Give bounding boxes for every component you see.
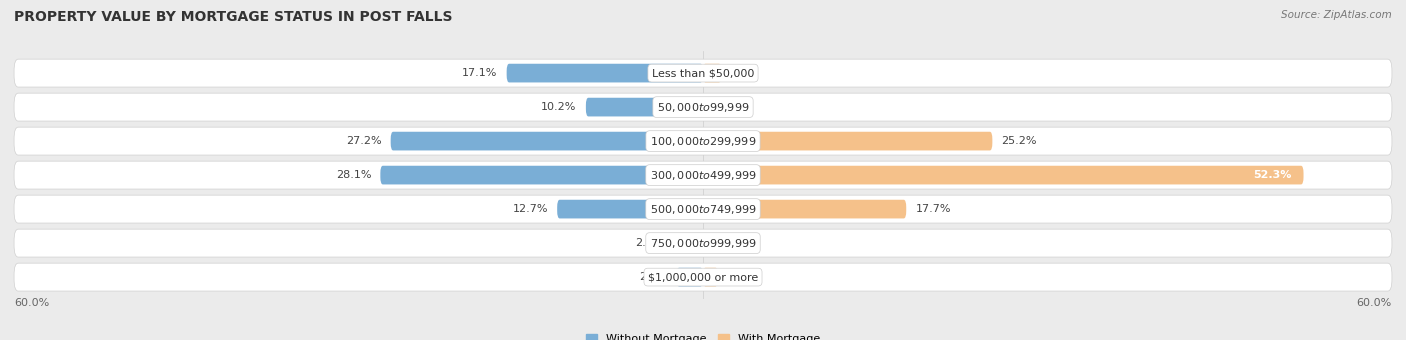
Text: 17.7%: 17.7% — [915, 204, 950, 214]
FancyBboxPatch shape — [557, 200, 703, 219]
Text: 12.7%: 12.7% — [513, 204, 548, 214]
Text: Source: ZipAtlas.com: Source: ZipAtlas.com — [1281, 10, 1392, 20]
Text: 1.3%: 1.3% — [727, 272, 755, 282]
Text: 27.2%: 27.2% — [346, 136, 381, 146]
FancyBboxPatch shape — [703, 98, 709, 116]
Text: 17.1%: 17.1% — [463, 68, 498, 78]
FancyBboxPatch shape — [676, 268, 703, 286]
FancyBboxPatch shape — [381, 166, 703, 185]
Text: PROPERTY VALUE BY MORTGAGE STATUS IN POST FALLS: PROPERTY VALUE BY MORTGAGE STATUS IN POS… — [14, 10, 453, 24]
Text: 52.3%: 52.3% — [1254, 170, 1292, 180]
Text: $100,000 to $299,999: $100,000 to $299,999 — [650, 135, 756, 148]
Text: 0.5%: 0.5% — [718, 102, 747, 112]
FancyBboxPatch shape — [14, 127, 1392, 155]
Text: $1,000,000 or more: $1,000,000 or more — [648, 272, 758, 282]
Text: 2.3%: 2.3% — [640, 272, 668, 282]
FancyBboxPatch shape — [14, 263, 1392, 291]
FancyBboxPatch shape — [14, 93, 1392, 121]
FancyBboxPatch shape — [703, 132, 993, 151]
Text: 2.6%: 2.6% — [636, 238, 664, 248]
FancyBboxPatch shape — [703, 234, 720, 252]
Text: 25.2%: 25.2% — [1001, 136, 1038, 146]
FancyBboxPatch shape — [673, 234, 703, 252]
Text: 10.2%: 10.2% — [541, 102, 576, 112]
FancyBboxPatch shape — [506, 64, 703, 83]
FancyBboxPatch shape — [586, 98, 703, 116]
FancyBboxPatch shape — [14, 195, 1392, 223]
Text: 1.6%: 1.6% — [731, 68, 759, 78]
Text: $500,000 to $749,999: $500,000 to $749,999 — [650, 203, 756, 216]
FancyBboxPatch shape — [703, 200, 907, 219]
Text: 1.5%: 1.5% — [730, 238, 758, 248]
FancyBboxPatch shape — [14, 59, 1392, 87]
Legend: Without Mortgage, With Mortgage: Without Mortgage, With Mortgage — [582, 329, 824, 340]
FancyBboxPatch shape — [391, 132, 703, 151]
FancyBboxPatch shape — [703, 166, 1303, 185]
FancyBboxPatch shape — [14, 229, 1392, 257]
FancyBboxPatch shape — [703, 268, 718, 286]
FancyBboxPatch shape — [703, 64, 721, 83]
Text: 28.1%: 28.1% — [336, 170, 371, 180]
Text: $300,000 to $499,999: $300,000 to $499,999 — [650, 169, 756, 182]
Text: 60.0%: 60.0% — [1357, 298, 1392, 308]
FancyBboxPatch shape — [14, 161, 1392, 189]
Text: $50,000 to $99,999: $50,000 to $99,999 — [657, 101, 749, 114]
Text: Less than $50,000: Less than $50,000 — [652, 68, 754, 78]
Text: 60.0%: 60.0% — [14, 298, 49, 308]
Text: $750,000 to $999,999: $750,000 to $999,999 — [650, 237, 756, 250]
